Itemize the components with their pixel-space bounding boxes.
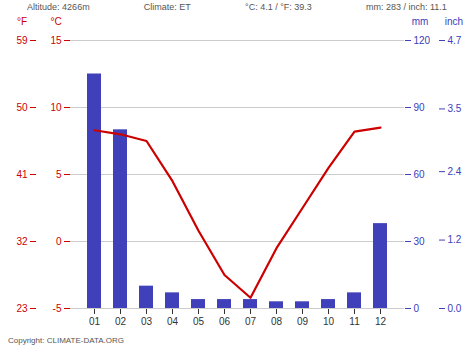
svg-text:07: 07	[245, 316, 257, 327]
html-text:inch: inch	[444, 16, 464, 27]
svg-text:0: 0	[414, 303, 420, 314]
html-text:°F: °F	[16, 16, 28, 27]
html-text:mm: 283 / inch: 11.1: mm: 283 / inch: 11.1	[366, 2, 447, 12]
svg-text:32: 32	[16, 236, 28, 247]
svg-text:06: 06	[219, 316, 231, 327]
html-text:Altitude: 4266m: Altitude: 4266m	[27, 2, 90, 12]
svg-text:01: 01	[89, 316, 101, 327]
svg-text:50: 50	[16, 102, 28, 113]
svg-text:02: 02	[115, 316, 127, 327]
svg-text:11: 11	[349, 316, 360, 327]
svg-text:23: 23	[16, 303, 28, 314]
svg-text:10: 10	[323, 316, 335, 327]
svg-text:15: 15	[50, 35, 62, 46]
svg-text:60: 60	[414, 169, 426, 180]
html-text:Climate: ET: Climate: ET	[143, 2, 191, 12]
svg-text:0.0: 0.0	[448, 303, 462, 314]
html-text:°C: 4.1 / °F: 39.3: °C: 4.1 / °F: 39.3	[245, 2, 312, 12]
html-text:mm: mm	[411, 16, 429, 27]
svg-text:10: 10	[50, 102, 62, 113]
svg-text:12: 12	[375, 316, 387, 327]
svg-text:08: 08	[271, 316, 283, 327]
svg-text:90: 90	[414, 102, 426, 113]
svg-text:59: 59	[16, 35, 28, 46]
svg-text:41: 41	[16, 169, 28, 180]
svg-text:5: 5	[56, 169, 62, 180]
html-text:°C: °C	[50, 16, 62, 27]
html-text:Copyright: CLIMATE-DATA.ORG: Copyright: CLIMATE-DATA.ORG	[8, 336, 124, 345]
svg-text:120: 120	[414, 35, 431, 46]
svg-text:04: 04	[167, 316, 179, 327]
svg-text:3.5: 3.5	[448, 103, 462, 114]
svg-text:0: 0	[56, 236, 62, 247]
svg-text:03: 03	[141, 316, 153, 327]
svg-text:30: 30	[414, 236, 426, 247]
svg-text:4.7: 4.7	[448, 35, 462, 46]
svg-text:2.4: 2.4	[448, 166, 462, 177]
svg-text:05: 05	[193, 316, 205, 327]
svg-text:-5: -5	[53, 303, 62, 314]
svg-text:09: 09	[297, 316, 309, 327]
svg-text:1.2: 1.2	[448, 234, 462, 245]
